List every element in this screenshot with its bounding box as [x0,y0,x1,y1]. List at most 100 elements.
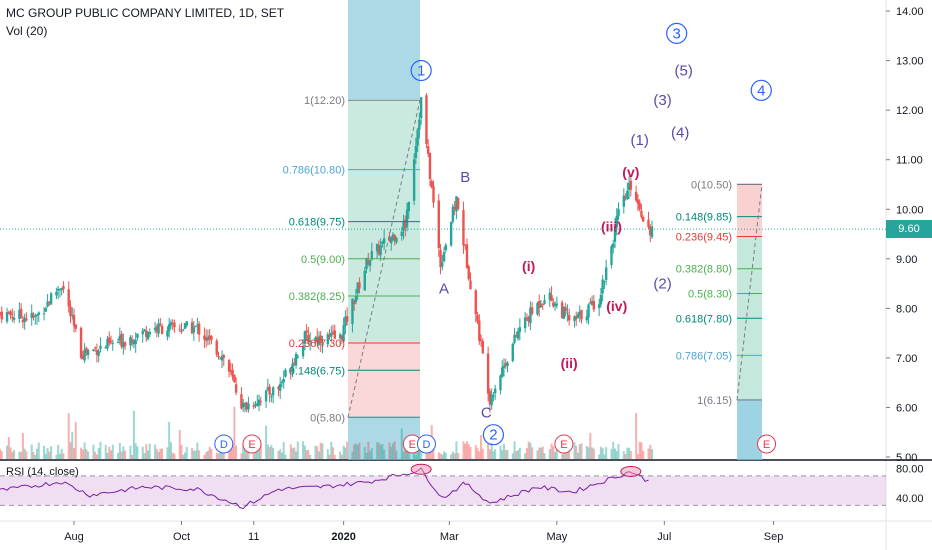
candle-body [562,306,566,319]
candle-body [166,330,169,337]
volume-bar [277,450,280,459]
earnings-marker[interactable]: E [757,434,777,454]
candle-body [641,217,645,222]
earnings-marker[interactable]: E [242,434,262,454]
volume-bar [215,452,218,459]
earnings-marker[interactable]: E [402,434,422,454]
candle-body [308,340,312,342]
volume-bar [638,441,641,459]
candle-body [416,129,419,146]
volume-bar [391,443,394,459]
candle-body [622,195,626,207]
candle-body [564,307,567,312]
volume-bar [367,441,370,459]
candle-body [580,310,583,320]
candle-body [217,355,220,357]
candle-body [393,235,396,241]
candle-body [478,320,481,341]
candle-body [148,331,151,335]
volume-bar [437,452,440,459]
volume-bar [635,413,638,459]
fib2-level-label: 0.5(8.30) [688,288,732,300]
candle-body [553,304,557,307]
earnings-marker[interactable]: E [554,434,574,454]
time-axis-label: Jul [657,531,671,543]
volume-bar [62,453,65,459]
candle-body [367,260,370,265]
wave-label-text: (1) [630,132,648,149]
wave-label: C [481,404,492,421]
candle-body [402,222,405,231]
fib2-trend-line [736,184,763,401]
rsi-highlight-ellipse[interactable] [620,465,642,477]
candle-body [319,335,322,344]
candle-body [615,215,618,228]
candle-body [599,294,603,305]
rsi-highlight-ellipse[interactable] [410,463,432,475]
wave-label: (ii) [561,355,578,371]
candle-body [379,245,382,256]
symbol-title[interactable]: MC GROUP PUBLIC COMPANY LIMITED, 1D, SET [6,6,285,20]
volume-bar [566,449,569,459]
candle-body [624,197,627,199]
event-marker-text: E [248,439,255,451]
volume-bar [651,449,653,459]
candle-body [81,355,85,360]
candle-body [511,343,514,361]
candle-body [97,351,100,356]
candle-body [504,363,507,366]
candle-body [418,119,421,130]
candle-body [647,219,650,228]
volume-bar [317,451,320,459]
candle-body [617,208,620,217]
candle-body [326,334,329,345]
volume-bar [548,449,551,459]
volume-bar [640,442,643,459]
candle-body [344,316,347,327]
candle-body [419,97,423,119]
wave-label-text: 3 [672,25,680,42]
rsi-indicator-label[interactable]: RSI (14, close) [6,466,79,478]
candle-body [613,225,617,242]
volume-bar [155,448,158,459]
volume-bar [104,444,107,459]
volume-bar [568,446,571,459]
candle-body [525,318,529,320]
candle-body [44,308,48,312]
volume-bar [159,448,162,459]
volume-bar [106,452,109,459]
volume-indicator-label[interactable]: Vol (20) [6,24,48,38]
volume-bar [228,445,231,459]
dividend-marker[interactable]: D [416,434,436,454]
volume-bar [74,422,77,459]
wave-label-text: (4) [671,124,689,141]
volume-bar [143,453,146,459]
volume-bar [379,444,382,459]
candle-body [259,401,262,403]
volume-bar [58,453,61,459]
volume-bar [233,406,236,459]
dividend-marker[interactable]: D [214,434,234,454]
wave-label: (iv) [606,298,627,314]
fib1-level-label: 0.148(6.75) [289,365,345,377]
candle-body [444,244,448,251]
price-axis-label: 12.00 [896,105,924,117]
candle-body [555,303,559,306]
candle-body [141,330,144,335]
candle-body [136,333,139,338]
candle-body [203,335,206,340]
candle-body [182,329,185,331]
candle-body [626,190,629,200]
volume-bar [314,445,317,459]
candle-body [541,304,544,306]
wave-label: (iii) [601,219,622,235]
volume-bar [342,445,345,459]
volume-bar [243,445,246,459]
volume-bar [0,451,3,459]
fib1-level-label: 1(12.20) [304,95,345,107]
candle-body [266,387,270,390]
volume-bar [259,443,262,459]
volume-bar [585,446,588,459]
volume-bar [517,450,520,459]
candle-body [490,394,493,406]
